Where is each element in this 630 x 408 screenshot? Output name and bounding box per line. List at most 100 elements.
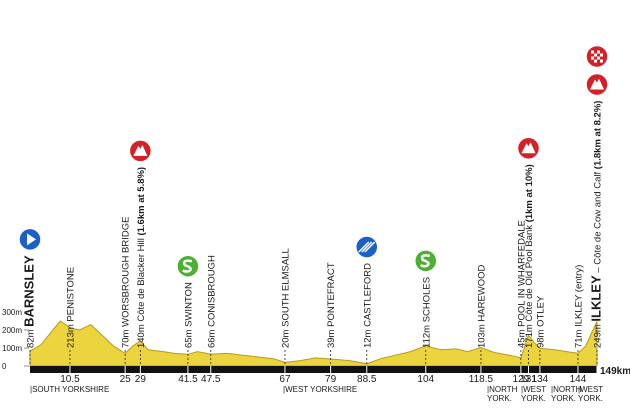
waypoint-name: HAREWOOD — [476, 264, 487, 321]
waypoint-name: CONISBROUGH — [206, 255, 217, 327]
region-label: YORK. — [521, 394, 546, 403]
waypoint-name: SCHOLES — [421, 277, 432, 322]
sprint-icon — [414, 249, 438, 273]
waypoint-name: SOUTH ELMSALL — [280, 248, 291, 327]
x-tick-label: 41.5 — [178, 374, 198, 385]
waypoint-climb: (1km at 10%) — [524, 164, 535, 222]
waypoint-altitude: 98m — [535, 329, 546, 348]
waypoint-altitude: 65m — [183, 329, 194, 348]
icon-check — [597, 50, 600, 54]
region-label: YORK. — [487, 394, 512, 403]
waypoint-climb: (1.8km at 8.2%) — [593, 101, 604, 170]
icon-s — [182, 259, 193, 273]
waypoint-altitude: 71m — [573, 329, 584, 348]
finish-icon — [585, 44, 609, 69]
feed-icon — [355, 235, 379, 259]
icon-slash — [361, 241, 373, 253]
waypoint-note: – Côte de Cow and Calf — [593, 171, 604, 272]
waypoint-label: 82m BARNSLEY — [22, 255, 37, 348]
y-tick-label: 300m — [2, 308, 22, 317]
x-tick-label: 118.5 — [469, 374, 494, 385]
x-tick-label: 67 — [279, 374, 291, 385]
waypoint-label: 65m SWINTON — [183, 282, 194, 348]
waypoint-altitude: 66m — [206, 329, 217, 348]
waypoint-label: 71m ILKLEY (entry) — [573, 265, 584, 348]
x-tick-label: 144 — [570, 374, 587, 385]
waypoint-name: OTLEY — [535, 295, 546, 327]
icon-check — [591, 50, 594, 54]
icon-check — [600, 59, 603, 63]
x-tick-label: 88.5 — [357, 374, 377, 385]
waypoint-label: 171m Côte de Old Pool Bank (1km at 10%) — [524, 164, 535, 348]
x-tick-label: 10.5 — [60, 374, 80, 385]
waypoint-altitude: 171m — [524, 324, 535, 348]
icon-check — [594, 59, 597, 63]
x-tick-label: 25 — [120, 374, 132, 385]
x-tick-label: 104 — [417, 374, 434, 385]
waypoint-name: Côte de Blacker Hill — [136, 238, 147, 321]
waypoint-altitude: 45m — [516, 329, 527, 348]
climb-icon — [516, 136, 541, 160]
x-tick-label: 131 — [520, 374, 537, 385]
y-tick-label: 0 — [2, 362, 7, 371]
region-label: |WEST — [578, 385, 603, 394]
waypoint-name: CASTLEFORD — [362, 263, 373, 327]
x-tick-label: 149km — [600, 366, 630, 377]
icon-arrow — [27, 233, 36, 246]
icon-mountain — [133, 144, 148, 156]
climb-icon — [128, 139, 153, 163]
waypoint-altitude: 112m — [421, 325, 432, 348]
waypoint-altitude: 213m — [65, 324, 76, 348]
region-label: |NORTH — [487, 385, 518, 394]
x-tick-label: 47.5 — [201, 374, 221, 385]
icon-check — [597, 56, 600, 60]
waypoint-altitude: 140m — [136, 324, 147, 348]
waypoint-label: 45m POOL IN WHARFEDALE — [516, 220, 527, 348]
region-label: |NORTH — [551, 385, 582, 394]
region-label: |WEST — [521, 385, 546, 394]
waypoint-name: ILKLEY (entry) — [573, 265, 584, 327]
x-tick-label: 79 — [325, 374, 337, 385]
x-tick-label: 129 — [513, 374, 530, 385]
waypoint-label: 20m SOUTH ELMSALL — [280, 248, 291, 348]
waypoint-label: 12m CASTLEFORD — [362, 263, 373, 348]
distance-bar — [30, 366, 597, 373]
waypoint-label: 66m CONISBROUGH — [206, 255, 217, 348]
waypoint-name: BARNSLEY — [22, 255, 37, 327]
waypoint-name: SWINTON — [183, 282, 194, 327]
icon-slash — [358, 241, 370, 253]
icon-check — [600, 53, 603, 57]
x-tick-label: 29 — [135, 374, 147, 385]
region-label: |SOUTH YORKSHIRE — [30, 385, 109, 394]
waypoint-label: 213m PENISTONE — [65, 267, 76, 348]
icon-s — [419, 254, 431, 268]
waypoint-altitude: 82m — [26, 329, 37, 348]
waypoint-label: 140m Côte de Blacker Hill (1.6km at 5.8%… — [136, 167, 147, 348]
waypoint-climb: (1.6km at 5.8%) — [136, 167, 147, 236]
start-icon — [18, 227, 42, 252]
waypoint-label: 39m PONTEFRACT — [326, 262, 337, 348]
icon-mountain — [521, 142, 536, 154]
waypoint-name: PONTEFRACT — [326, 262, 337, 327]
elevation-profile — [29, 320, 598, 367]
waypoint-altitude: 249m — [593, 324, 604, 348]
region-label: |WEST YORKSHIRE — [283, 385, 357, 394]
icon-check — [594, 53, 597, 57]
waypoint-altitude: 39m — [326, 329, 337, 348]
x-tick-label: 134 — [532, 374, 549, 385]
y-tick-label: 100m — [2, 344, 22, 353]
icon-mountain — [590, 78, 604, 90]
waypoint-label: 103m HAREWOOD — [476, 264, 487, 348]
waypoint-name: WORSBROUGH BRIDGE — [121, 217, 132, 327]
y-tick-label: 200m — [2, 326, 22, 335]
icon-slash — [364, 241, 376, 253]
waypoint-altitude: 20m — [280, 329, 291, 348]
waypoint-label: 249m ILKLEY – Côte de Cow and Calf (1.8k… — [589, 101, 604, 348]
waypoint-label: 112m SCHOLES — [421, 277, 432, 348]
waypoint-name: Côte de Old Pool Bank — [524, 225, 535, 322]
waypoint-altitude: 70m — [121, 329, 132, 348]
waypoint-name: POOL IN WHARFEDALE — [516, 220, 527, 327]
waypoint-name: PENISTONE — [65, 267, 76, 322]
region-label: YORK. — [551, 394, 576, 403]
